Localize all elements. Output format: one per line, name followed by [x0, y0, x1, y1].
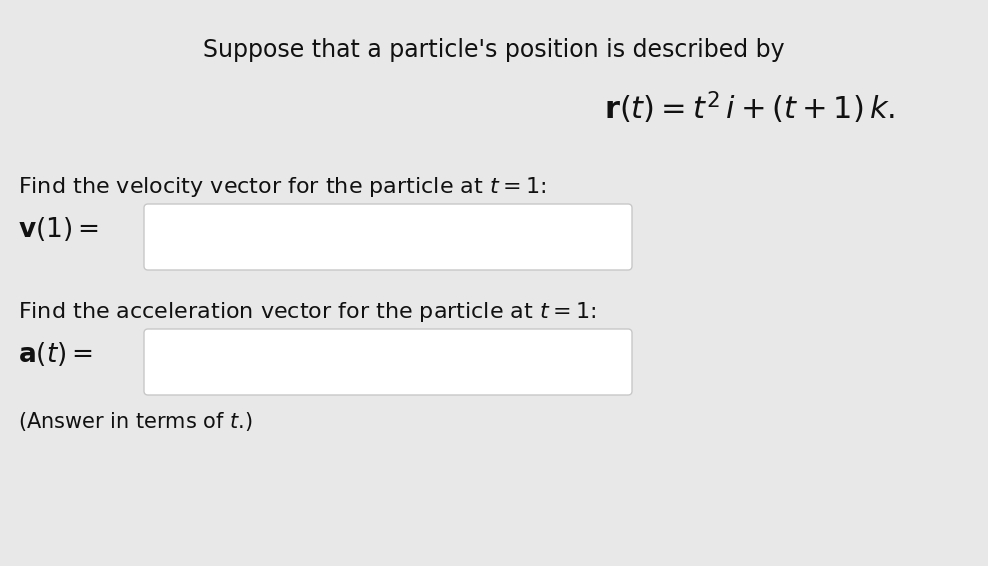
Text: $\mathbf{a}(\mathit{t}) =$: $\mathbf{a}(\mathit{t}) =$ [18, 340, 93, 368]
FancyBboxPatch shape [144, 329, 632, 395]
Text: $\mathbf{v}(1) =$: $\mathbf{v}(1) =$ [18, 215, 99, 243]
FancyBboxPatch shape [144, 204, 632, 270]
Text: (Answer in terms of $\mathit{t}$.): (Answer in terms of $\mathit{t}$.) [18, 410, 253, 433]
Text: Find the acceleration vector for the particle at $\mathit{t} = 1$:: Find the acceleration vector for the par… [18, 300, 597, 324]
Text: Find the velocity vector for the particle at $\mathit{t} = 1$:: Find the velocity vector for the particl… [18, 175, 546, 199]
Text: Suppose that a particle's position is described by: Suppose that a particle's position is de… [204, 38, 784, 62]
Text: $\mathbf{r}(t) = t^{2}\,\mathit{i}+ (t + 1)\,\mathit{k}.$: $\mathbf{r}(t) = t^{2}\,\mathit{i}+ (t +… [605, 90, 895, 126]
